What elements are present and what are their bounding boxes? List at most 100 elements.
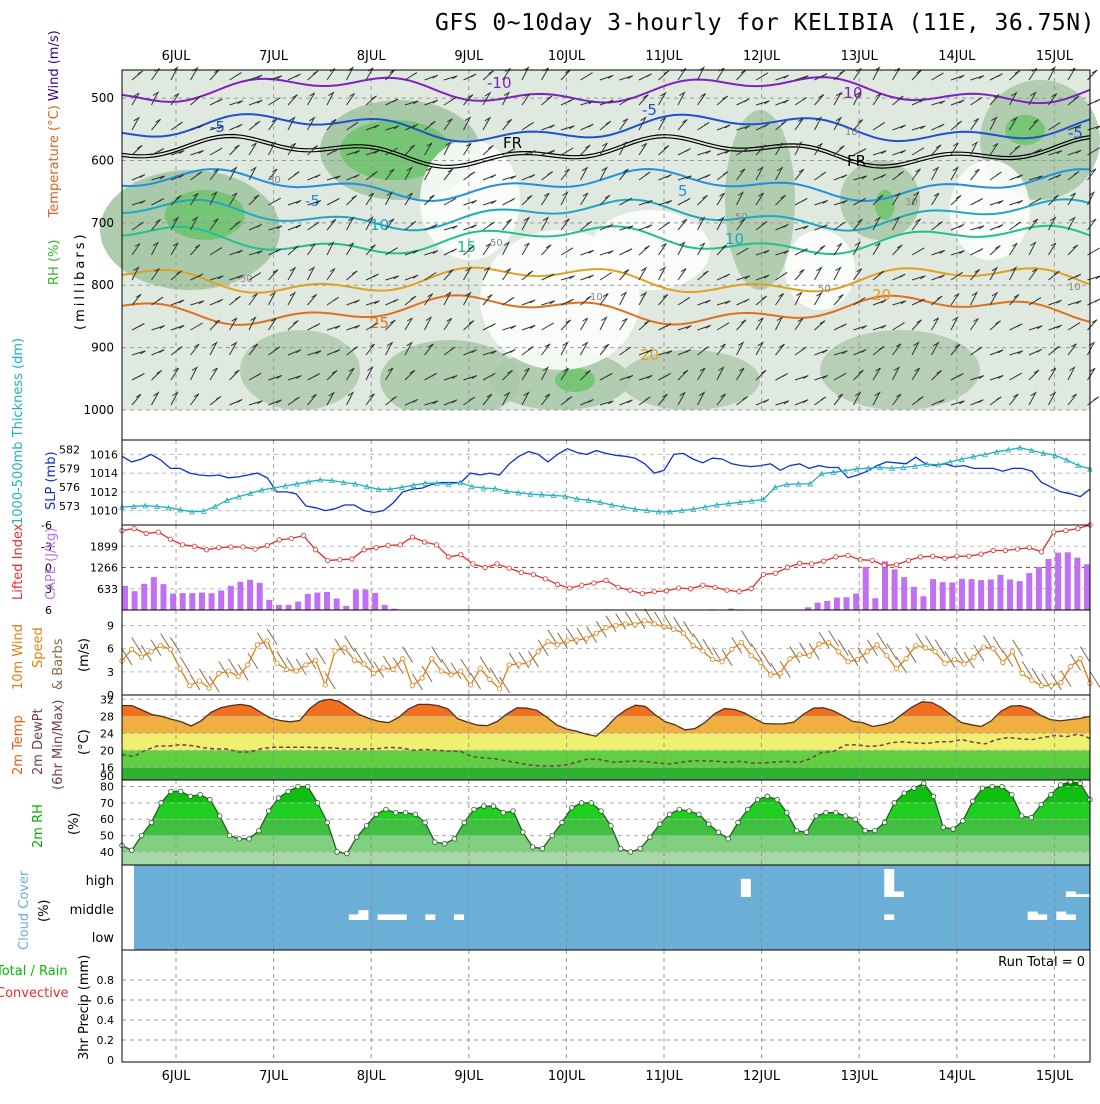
cloud-bg	[134, 865, 1090, 950]
rh-2m-point	[237, 837, 242, 842]
isotherm-label: -5	[210, 118, 225, 136]
cape-bar	[959, 579, 965, 610]
wind-10m-point	[1020, 671, 1024, 675]
cape-bar	[1055, 553, 1061, 610]
wind-10m-point	[284, 667, 288, 671]
lifted-index-point	[580, 583, 584, 587]
bottom-x-tick-label: 6JUL	[162, 1069, 192, 1084]
top-x-tick-label: 7JUL	[259, 49, 289, 64]
lifted-index-point	[1076, 526, 1080, 530]
lifted-index-point	[277, 538, 281, 542]
wind-10m-point	[981, 645, 985, 649]
rh-contour-label: 10	[1068, 282, 1081, 293]
top-x-tick-label: 6JUL	[162, 49, 192, 64]
cape-bar	[872, 598, 878, 610]
run-total-label: Run Total = 0	[998, 955, 1085, 970]
cloud-axis-label: Cloud Cover	[17, 870, 32, 950]
precip-tick-label: 0.2	[97, 1034, 115, 1047]
slp-axis-label: SLP (mb)	[44, 451, 59, 510]
cape-bar	[815, 603, 821, 610]
wind-10m-point	[643, 619, 647, 623]
lifted-index-point	[906, 558, 910, 562]
wind-legend-label: Wind (m/s)	[47, 30, 62, 101]
cloud-middle-bar	[454, 914, 464, 920]
wind-10m-point	[410, 684, 414, 688]
wind-10m-point	[313, 658, 317, 662]
wind-10m-point	[972, 655, 976, 659]
cape-bar	[295, 602, 301, 610]
lifted-index-point	[628, 588, 632, 592]
rh-2m-point	[755, 797, 760, 802]
rh-dry-2	[590, 210, 710, 290]
pressure-tick-label: 900	[91, 341, 114, 355]
li-axis-label: Lifted Index	[11, 523, 26, 600]
cape-bar	[1084, 564, 1090, 610]
rh-2m-point	[501, 810, 506, 815]
wind-10m-point	[836, 650, 840, 654]
rh-2m-point	[873, 828, 878, 833]
cape-label-group: CAPE (J/kg)	[44, 528, 59, 600]
cape-bar	[266, 600, 272, 610]
wind-10m-point	[807, 653, 811, 657]
isotherm-label: 10	[725, 230, 744, 248]
lifted-index-point	[1015, 547, 1019, 551]
temp-band-1	[122, 750, 1090, 767]
wind-10m-point	[526, 661, 530, 665]
rh-2m-point	[540, 846, 545, 851]
rh-legend-label: RH (%)	[47, 235, 62, 285]
rh-tick-label: 50	[100, 830, 114, 843]
rh-2m-point	[990, 784, 995, 789]
cape-bar	[237, 582, 243, 610]
cape-bar	[122, 586, 128, 610]
lifted-index-point	[422, 540, 426, 544]
rh-2m-point	[1000, 784, 1005, 789]
lifted-index-point	[616, 585, 620, 589]
rh-2m-point	[550, 833, 555, 838]
wind-10m-point	[720, 660, 724, 664]
temp-tick-label: 20	[100, 744, 114, 757]
cape-bar	[1026, 573, 1032, 610]
cloud-tick-label: low	[92, 931, 115, 946]
wind-10m-point	[255, 643, 259, 647]
cape-bar	[257, 583, 263, 610]
thickness-tick-label: 579	[59, 462, 80, 475]
lifted-index-point	[459, 553, 463, 557]
upper-ylabel-group: (millibars)	[73, 231, 88, 330]
rh-shade-12	[240, 330, 360, 410]
rh-axis-label: 2m RH	[31, 804, 46, 848]
temp-tick-label: 24	[100, 727, 114, 740]
wind-10m-point	[575, 638, 579, 642]
temp-axis-label: 2m Temp	[11, 715, 26, 775]
wind-10m-point	[943, 661, 947, 665]
cape-bar	[969, 579, 975, 610]
temp-label-group: 2m Temp	[11, 715, 26, 775]
cape-bar	[151, 577, 157, 610]
lifted-index-point	[664, 589, 668, 593]
thickness-tick-label: 582	[59, 444, 80, 457]
cloud-label-group: Cloud Cover	[17, 870, 32, 950]
rh-2m-point	[364, 823, 369, 828]
rh-shade-11	[1005, 115, 1045, 145]
rh-2m-point	[139, 833, 144, 838]
cloud-high-bar	[1075, 894, 1085, 897]
wind-10m-point	[739, 640, 743, 644]
rh-contour-label: 10	[590, 292, 603, 303]
rh-2m-point	[775, 797, 780, 802]
lifted-index-point	[1052, 530, 1056, 534]
wind-10m-point	[546, 639, 550, 643]
cloud-high-bar	[884, 869, 894, 897]
top-x-tick-label: 10JUL	[548, 49, 586, 64]
lifted-index-point	[229, 545, 233, 549]
rh-2m-point	[716, 830, 721, 835]
rh-2m-point	[257, 828, 262, 833]
lifted-index-point	[713, 585, 717, 589]
lifted-index-point	[749, 587, 753, 591]
wind-10m-point	[826, 640, 830, 644]
li-label-group: Lifted Index	[11, 523, 26, 600]
lifted-index-point	[410, 535, 414, 539]
slp-tick-label: 1012	[90, 486, 118, 499]
rh-2m-point	[785, 810, 790, 815]
temp-label-group-3: (6hr Min/Max)	[51, 700, 66, 790]
rh-2m-point	[1049, 792, 1054, 797]
